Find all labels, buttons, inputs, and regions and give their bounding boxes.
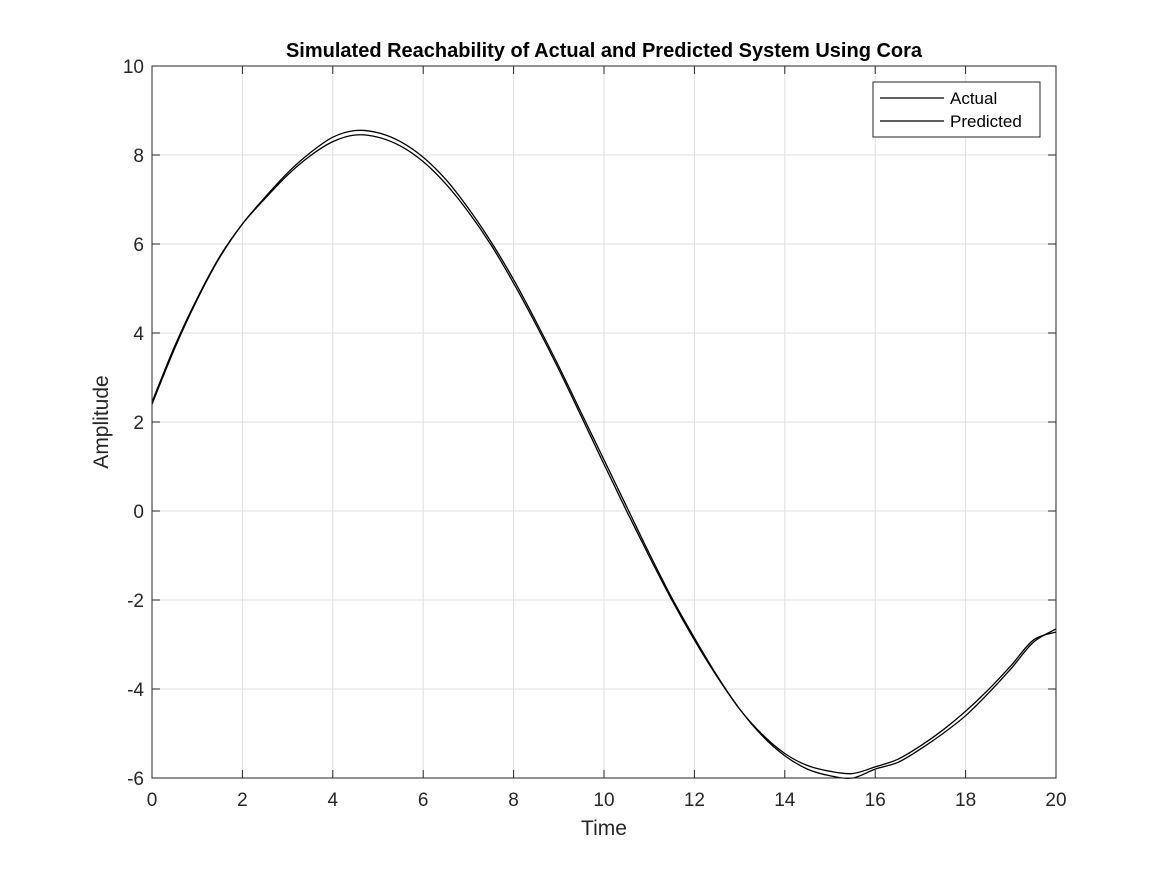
- legend-box: [872, 81, 1041, 138]
- x-tick-label: 10: [593, 790, 614, 811]
- x-tick-label: 14: [774, 790, 796, 811]
- x-axis-label: Time: [581, 817, 627, 840]
- y-tick-label: 6: [133, 235, 144, 256]
- x-tick-label: 2: [237, 790, 248, 811]
- legend-label-actual: Actual: [950, 89, 997, 108]
- y-tick-label: 10: [123, 57, 144, 78]
- series-line-predicted: [151, 134, 1057, 775]
- x-tick-labels: 0 2 4 6 8 10 12 14 16 18 20: [147, 790, 1067, 811]
- y-axis-label: Amplitude: [90, 375, 113, 468]
- y-tick-label: -2: [127, 591, 144, 612]
- y-tick-label: 0: [133, 502, 144, 523]
- chart-title: Simulated Reachability of Actual and Pre…: [286, 40, 923, 62]
- y-tick-label: 4: [133, 324, 144, 345]
- legend: Actual Predicted: [872, 81, 1041, 138]
- axis-ticks: [151, 65, 1057, 779]
- y-tick-label: 2: [133, 413, 144, 434]
- x-tick-label: 12: [684, 790, 705, 811]
- y-tick-label: -4: [127, 680, 144, 701]
- y-tick-labels: -6 -4 -2 0 2 4 6 8 10: [123, 57, 145, 790]
- x-tick-label: 8: [508, 790, 519, 811]
- series-line-actual: [151, 129, 1057, 779]
- x-tick-label: 16: [865, 790, 886, 811]
- x-tick-label: 20: [1045, 790, 1066, 811]
- x-tick-label: 18: [955, 790, 976, 811]
- y-tick-label: 8: [133, 146, 144, 167]
- legend-label-predicted: Predicted: [950, 112, 1022, 131]
- series-lines: [151, 129, 1057, 779]
- x-tick-label: 0: [147, 790, 158, 811]
- x-tick-label: 6: [418, 790, 429, 811]
- y-tick-label: -6: [127, 769, 144, 790]
- x-tick-label: 4: [328, 790, 339, 811]
